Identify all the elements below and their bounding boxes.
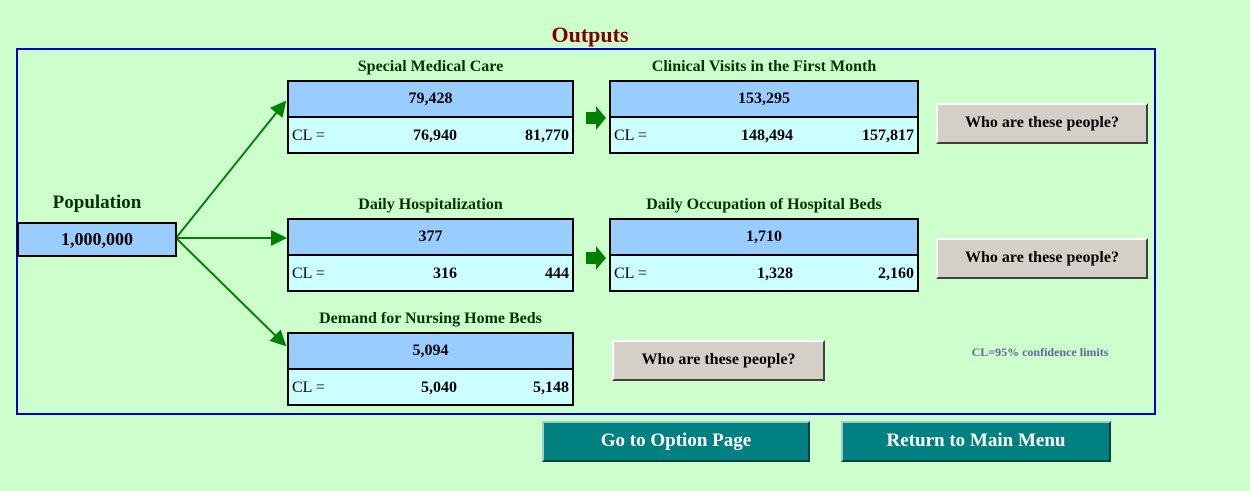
box-value: 79,428 xyxy=(289,82,572,118)
output-box: 153,295 CL = 148,494 157,817 xyxy=(609,80,919,154)
note: CL=95% confidence limits xyxy=(971,345,1109,359)
box-value: 153,295 xyxy=(611,82,917,118)
box-title: Special Medical Care xyxy=(357,58,504,75)
box-value: 5,094 xyxy=(289,334,572,370)
who-button[interactable]: Who are these people? xyxy=(612,340,825,381)
who-button[interactable]: Who are these people? xyxy=(936,103,1148,144)
who-button[interactable]: Who are these people? xyxy=(936,238,1148,279)
cl-high: 5,148 xyxy=(533,379,569,396)
cl-low: 316 xyxy=(433,265,457,282)
population-label: Population xyxy=(52,192,142,213)
output-box: 79,428 CL = 76,940 81,770 xyxy=(287,80,574,154)
cl-low: 148,494 xyxy=(741,127,793,144)
cl-high: 444 xyxy=(545,265,569,282)
box-title: Demand for Nursing Home Beds xyxy=(319,310,542,327)
cl-label: CL = xyxy=(292,379,325,396)
output-box: 1,710 CL = 1,328 2,160 xyxy=(609,218,919,292)
cl-high: 157,817 xyxy=(862,127,914,144)
box-value: 377 xyxy=(289,220,572,256)
cl-label: CL = xyxy=(614,265,647,282)
box-title: Daily Occupation of Hospital Beds xyxy=(646,196,882,213)
arrow xyxy=(175,100,287,239)
arrow xyxy=(586,246,606,270)
arrow xyxy=(586,106,606,130)
cl-label: CL = xyxy=(292,127,325,144)
cl-low: 5,040 xyxy=(421,379,457,396)
output-box: 5,094 CL = 5,040 5,148 xyxy=(287,332,574,406)
cl-low: 1,328 xyxy=(757,265,793,282)
page-title: Outputs xyxy=(551,22,629,47)
cl-low: 76,940 xyxy=(413,127,457,144)
box-title: Daily Hospitalization xyxy=(358,196,503,213)
nav-button[interactable]: Go to Option Page xyxy=(542,421,810,462)
cl-high: 2,160 xyxy=(878,265,914,282)
box-title: Clinical Visits in the First Month xyxy=(651,58,877,75)
cl-label: CL = xyxy=(292,265,325,282)
cl-label: CL = xyxy=(614,127,647,144)
output-box: 377 CL = 316 444 xyxy=(287,218,574,292)
cl-high: 81,770 xyxy=(525,127,569,144)
nav-button[interactable]: Return to Main Menu xyxy=(841,421,1111,462)
box-value: 1,710 xyxy=(611,220,917,256)
population-value: 1,000,000 xyxy=(17,222,177,257)
arrow xyxy=(175,237,287,347)
